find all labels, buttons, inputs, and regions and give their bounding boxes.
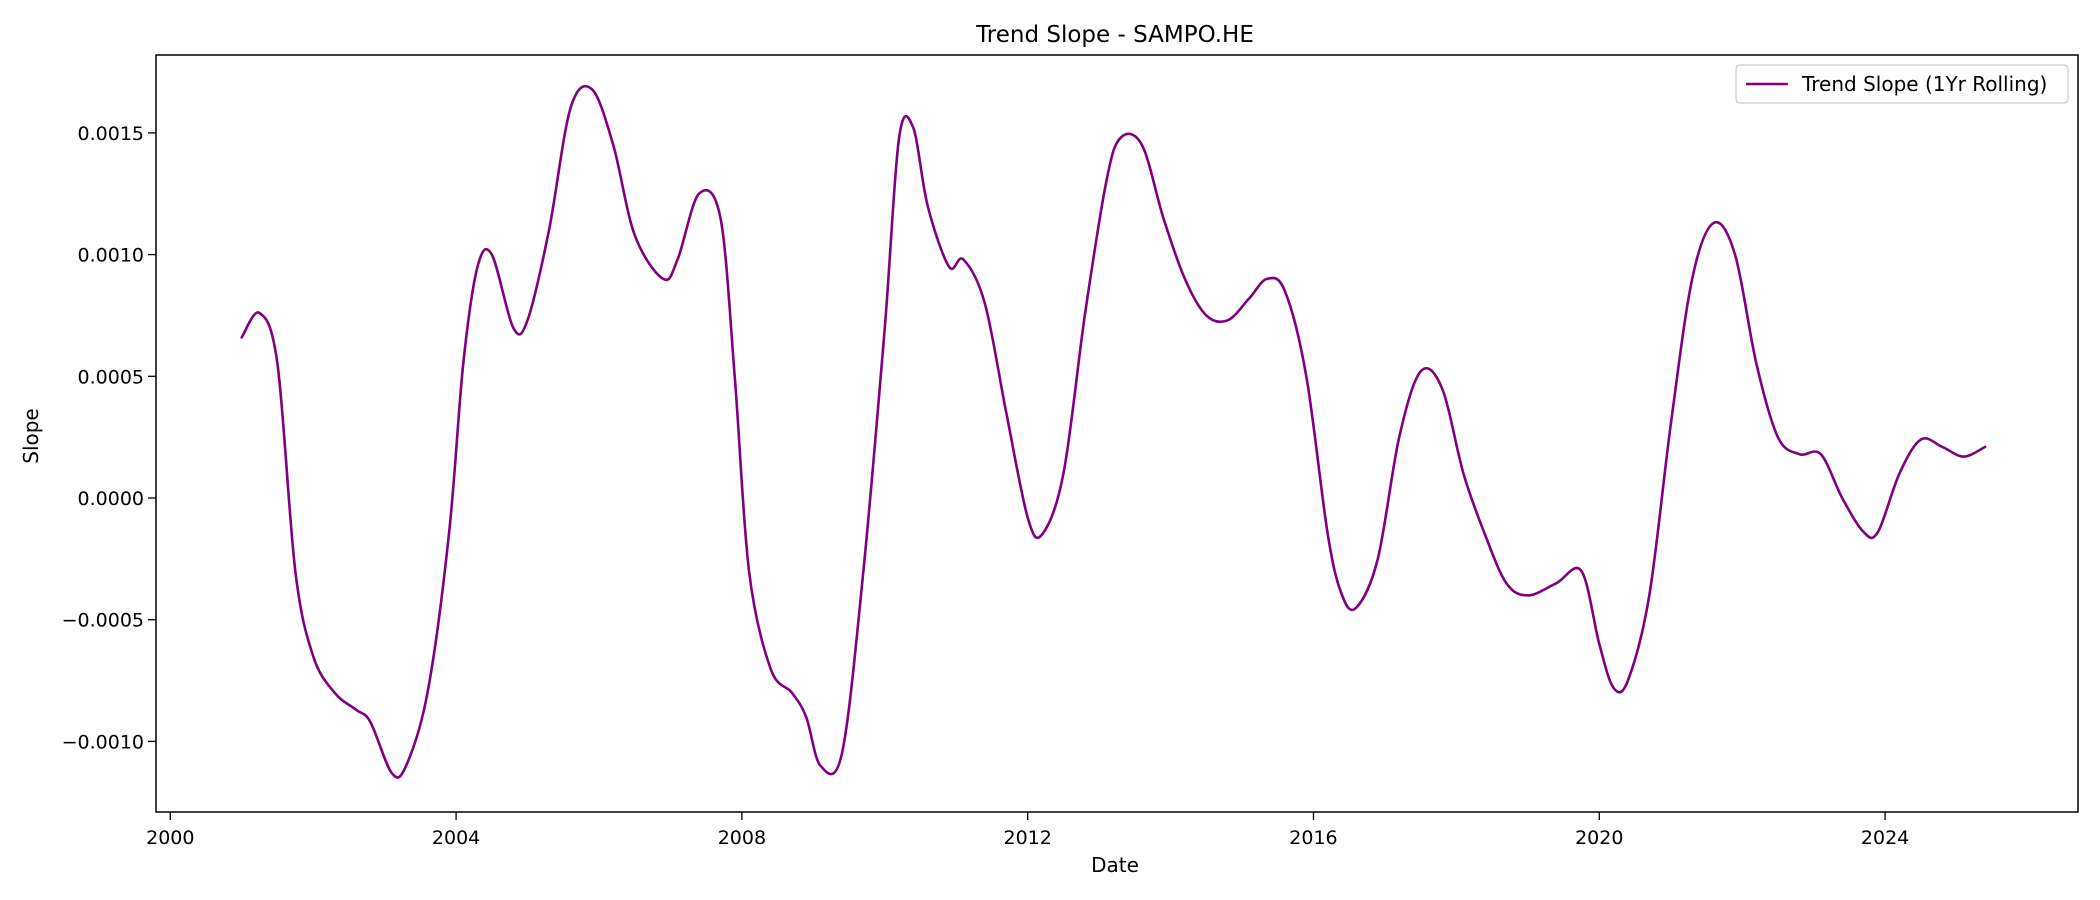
- y-tick-label: −0.0010: [62, 731, 144, 753]
- chart-title: Trend Slope - SAMPO.HE: [975, 22, 1254, 48]
- y-tick-label: 0.0010: [78, 245, 144, 267]
- legend: Trend Slope (1Yr Rolling): [1735, 64, 2069, 104]
- x-tick-label: 2016: [1289, 827, 1337, 849]
- x-tick-label: 2020: [1575, 827, 1623, 849]
- legend-box: [1735, 64, 2069, 104]
- x-tick-label: 2004: [432, 827, 480, 849]
- y-tick-label: 0.0000: [78, 488, 144, 510]
- x-tick-label: 2012: [1004, 827, 1052, 849]
- series-layer: [240, 84, 1987, 779]
- plot-frame: [155, 54, 2079, 813]
- y-tick-label: −0.0005: [62, 610, 144, 632]
- y-tick-label: 0.0005: [78, 366, 144, 388]
- legend-entry-label: Trend Slope (1Yr Rolling): [1801, 72, 2047, 96]
- y-axis-label: Slope: [19, 408, 43, 464]
- x-axis-ticks: 2000 2004 2008 2012 2016 2020 2024: [146, 812, 1909, 849]
- y-axis-ticks: −0.0010 −0.0005 0.0000 0.0005 0.0010 0.0015: [62, 123, 156, 753]
- x-tick-label: 2024: [1861, 827, 1909, 849]
- y-tick-label: 0.0015: [78, 123, 144, 145]
- x-axis-label: Date: [1091, 853, 1139, 877]
- x-tick-label: 2008: [718, 827, 766, 849]
- x-tick-label: 2000: [146, 827, 194, 849]
- series-line-trend-slope: [240, 84, 1987, 779]
